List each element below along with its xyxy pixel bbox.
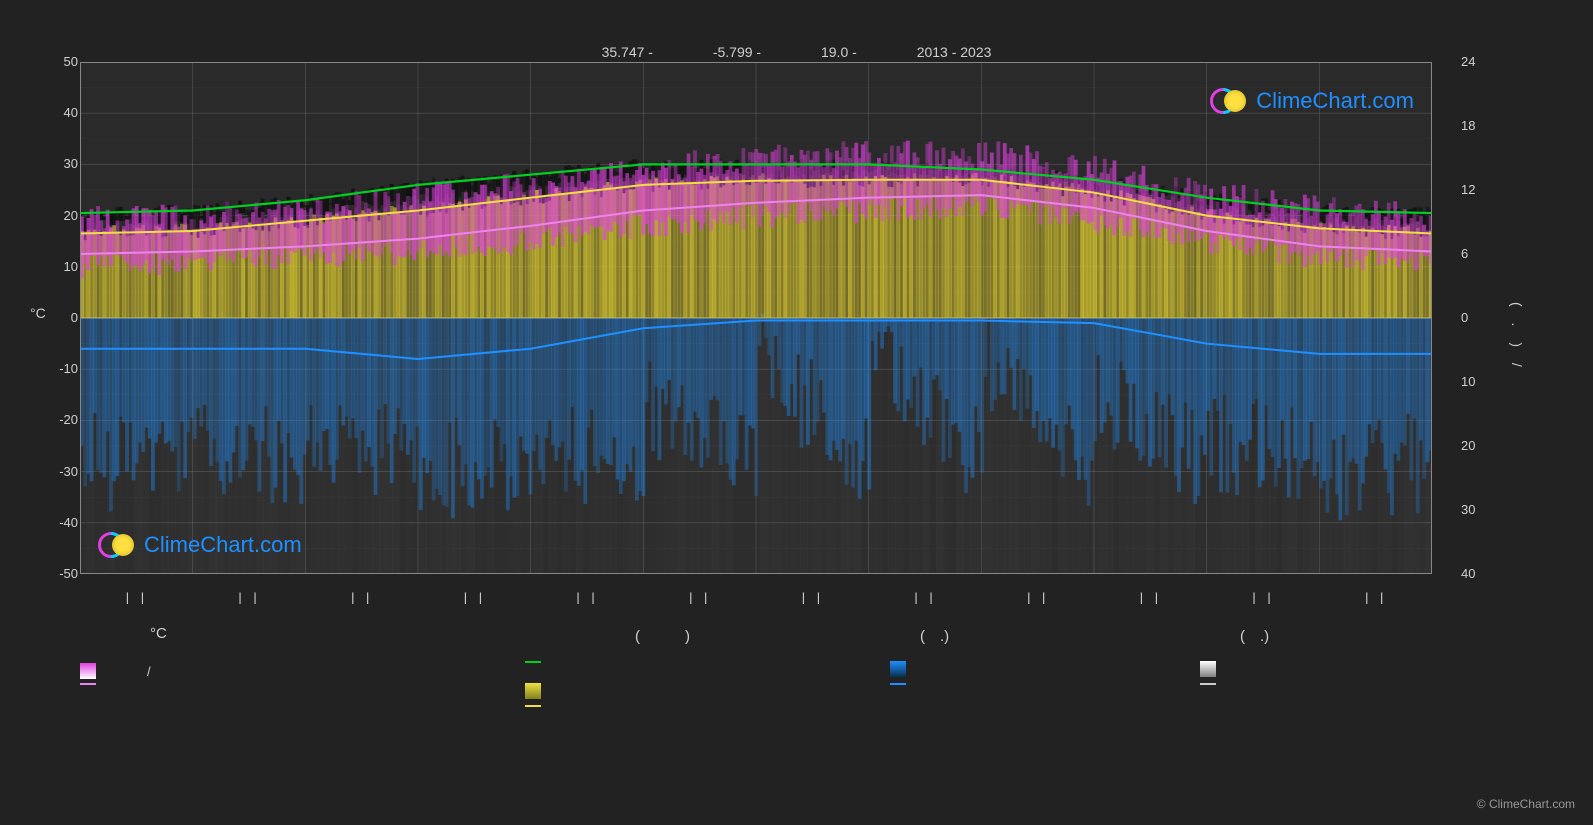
legend-item [890,661,918,677]
legend-item [525,705,553,707]
legend-item [525,683,553,699]
legend-swatch [890,683,906,685]
x-tick: ㅣㅣ [567,588,607,607]
x-tick: ㅣㅣ [454,588,494,607]
legend-swatch [525,705,541,707]
x-tick: ㅣㅣ [1130,588,1170,607]
legend: °C ( ) ( .) ( .) / [80,625,1432,727]
legend-swatch [525,661,541,663]
x-tick: ㅣㅣ [116,588,156,607]
legend-swatch [1200,661,1216,677]
legend-item [890,683,918,685]
watermark-text-2: ClimeChart.com [144,532,302,558]
y-tick-right: 40 [1461,566,1489,581]
watermark-top: ClimeChart.com [1210,86,1414,116]
y-tick-left: -20 [50,412,78,427]
y-tick-right: 0 [1461,310,1489,325]
y-tick-right: 30 [1461,502,1489,517]
legend-item [525,661,553,663]
y-tick-right: 12 [1461,182,1489,197]
header-lat: 35.747 - [602,44,653,60]
footer-copyright: © ClimeChart.com [1477,797,1575,811]
x-tick: ㅣㅣ [905,588,945,607]
legend-swatch [1200,683,1216,685]
x-tick: ㅣㅣ [342,588,382,607]
y-tick-left: 0 [50,310,78,325]
x-tick: ㅣㅣ [1018,588,1058,607]
watermark-text: ClimeChart.com [1256,88,1414,114]
y-tick-left: -10 [50,361,78,376]
x-tick: ㅣㅣ [229,588,269,607]
chart-header: 35.747 - -5.799 - 19.0 - 2013 - 2023 [0,44,1593,60]
legend-swatch [80,683,96,685]
y-tick-left: 20 [50,208,78,223]
legend-h3: ( .) [920,625,949,646]
y-tick-right: 20 [1461,438,1489,453]
y-tick-left: 10 [50,259,78,274]
x-tick: ㅣㅣ [1243,588,1283,607]
x-tick: ㅣㅣ [680,588,720,607]
legend-label: / [108,661,151,680]
legend-swatch [525,683,541,699]
legend-swatch [80,663,96,679]
y-tick-left: -30 [50,464,78,479]
x-tick: ㅣㅣ [792,588,832,607]
legend-item [80,683,108,685]
legend-h2: ( ) [635,625,690,646]
y-tick-right: 10 [1461,374,1489,389]
x-tick: ㅣㅣ [1356,588,1396,607]
header-years: 2013 - 2023 [917,44,992,60]
climate-chart: ClimeChart.com ClimeChart.com [80,62,1432,574]
y-tick-right: 6 [1461,246,1489,261]
legend-h4: ( .) [1240,625,1269,646]
y-tick-right: 18 [1461,118,1489,133]
y-tick-left: 50 [50,54,78,69]
legend-swatch [890,661,906,677]
legend-h1: °C [150,625,167,642]
y-tick-left: 30 [50,156,78,171]
watermark-bottom: ClimeChart.com [98,530,302,560]
y-axis-right-label: ( . ) / [1509,247,1525,427]
chart-svg [80,62,1432,574]
y-tick-left: -40 [50,515,78,530]
header-elev: 19.0 - [821,44,857,60]
logo-icon [98,530,136,560]
y-tick-left: -50 [50,566,78,581]
y-axis-left-label: °C [30,305,46,321]
y-tick-right: 24 [1461,54,1489,69]
logo-icon [1210,86,1248,116]
legend-item [1200,683,1228,685]
legend-item [1200,661,1228,677]
y-tick-left: 40 [50,105,78,120]
legend-item: / [80,661,151,680]
header-lon: -5.799 - [713,44,761,60]
